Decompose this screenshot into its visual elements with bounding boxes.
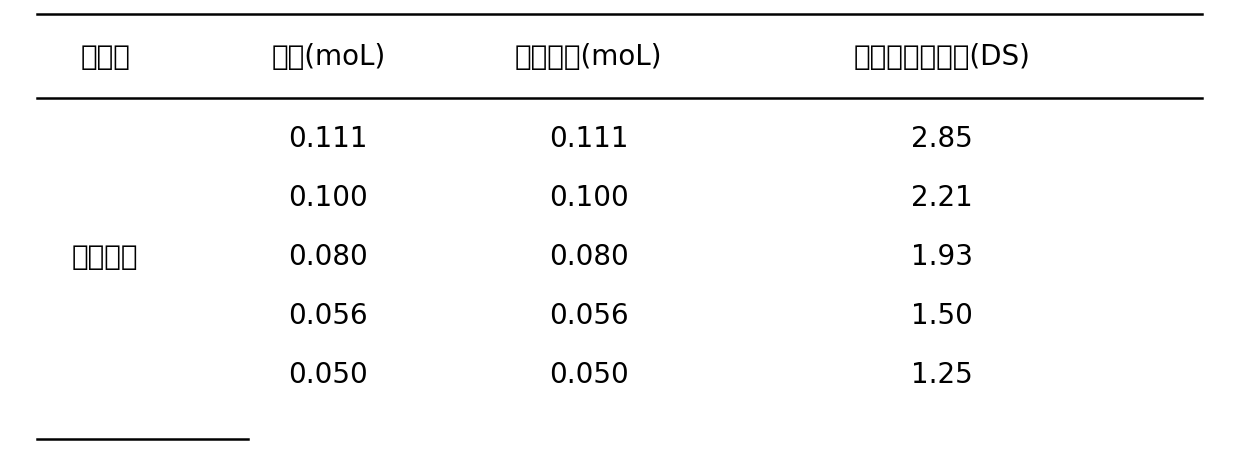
Text: 0.056: 0.056 — [289, 302, 368, 330]
Text: 吡啶(moL): 吡啶(moL) — [271, 43, 385, 71]
Text: 2.21: 2.21 — [911, 184, 973, 212]
Text: 月桂酰基取代度(DS): 月桂酰基取代度(DS) — [854, 43, 1030, 71]
Text: 0.080: 0.080 — [549, 243, 628, 271]
Text: 0.050: 0.050 — [549, 361, 628, 389]
Text: 0.080: 0.080 — [289, 243, 368, 271]
Text: 1.93: 1.93 — [911, 243, 973, 271]
Text: 月桂酰氯(moL): 月桂酰氯(moL) — [514, 43, 663, 71]
Text: 0.111: 0.111 — [549, 125, 628, 153]
Text: 1.50: 1.50 — [911, 302, 973, 330]
Text: 0.100: 0.100 — [549, 184, 628, 212]
Text: 0.056: 0.056 — [549, 302, 628, 330]
Text: 0.111: 0.111 — [289, 125, 368, 153]
Text: 0.050: 0.050 — [289, 361, 368, 389]
Text: 2.85: 2.85 — [911, 125, 973, 153]
Text: 反应体系: 反应体系 — [72, 243, 139, 271]
Text: 0.100: 0.100 — [289, 184, 368, 212]
Text: 反应物: 反应物 — [81, 43, 130, 71]
Text: 1.25: 1.25 — [911, 361, 973, 389]
